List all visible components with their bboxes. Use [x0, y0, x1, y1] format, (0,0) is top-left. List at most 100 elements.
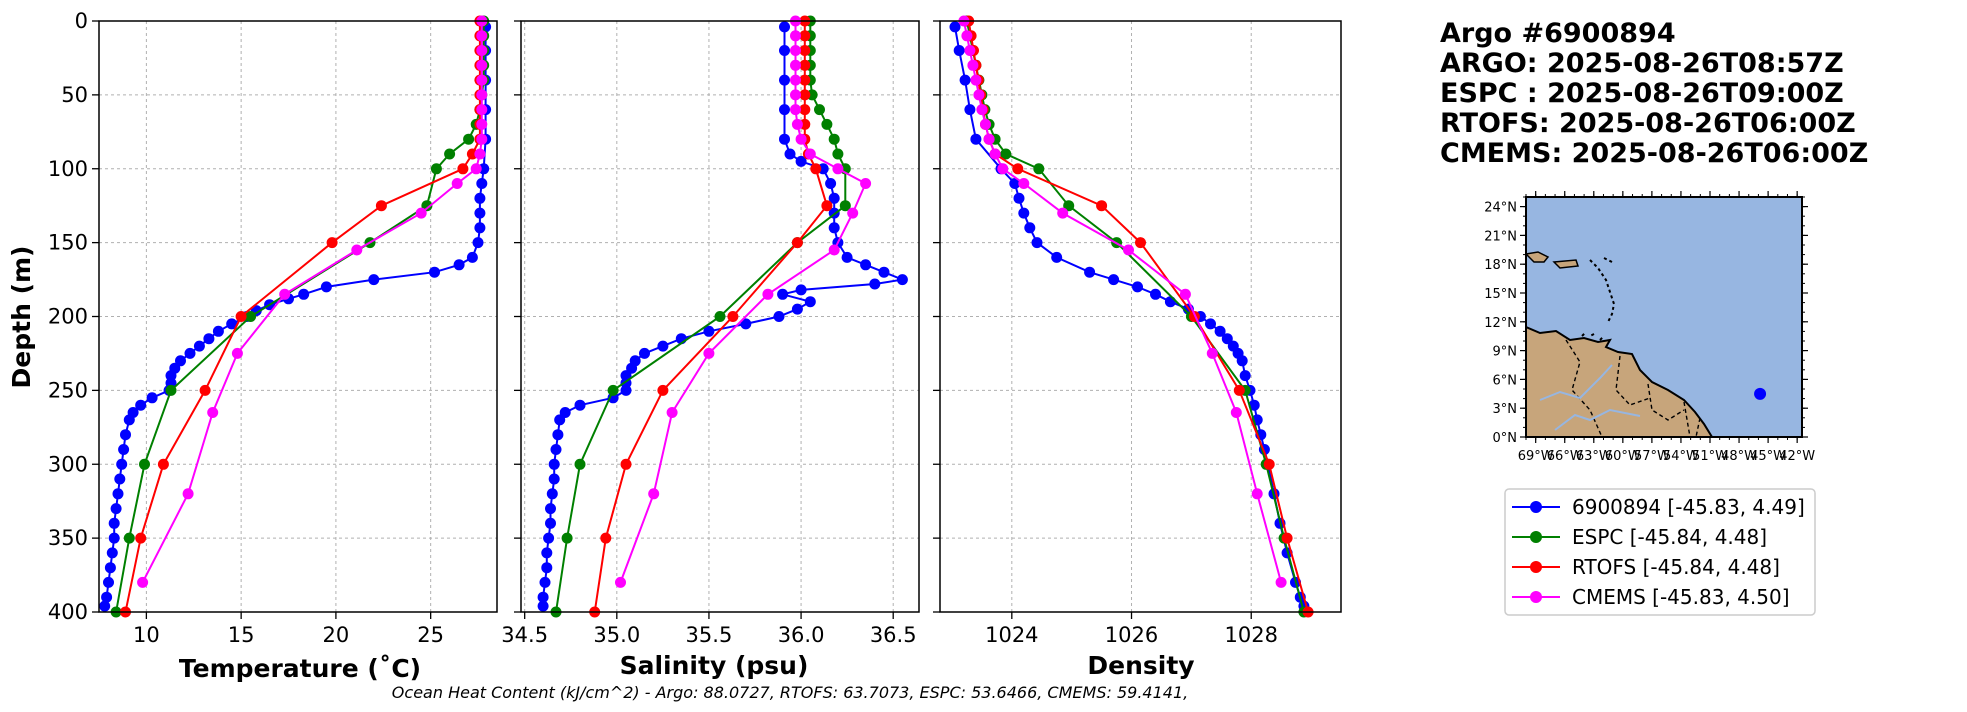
salinity-xtick-label: 34.5 — [501, 623, 548, 647]
title-argo-id: Argo #6900894 — [1440, 18, 1676, 49]
temperature-argo-point — [466, 251, 478, 263]
density-argo-point — [1084, 266, 1096, 278]
temperature-cmems-point — [182, 488, 194, 500]
salinity-argo-point — [828, 192, 840, 204]
temperature-cmems-point — [137, 576, 149, 588]
temperature-argo-point — [108, 517, 120, 529]
salinity-cmems-point — [860, 178, 872, 189]
depth-tick-label: 350 — [48, 526, 88, 550]
density-xtick-label: 1028 — [1224, 623, 1277, 647]
temperature-rtofs-point — [157, 458, 169, 470]
temperature-cmems-point — [476, 59, 488, 71]
temperature-cmems-point — [476, 104, 488, 116]
legend-label: ESPC [-45.84, 4.48] — [1572, 525, 1767, 549]
temperature-cmems-point — [476, 45, 488, 56]
salinity-espc-point — [714, 311, 726, 322]
map-lon-label: 54°W — [1663, 449, 1699, 464]
map-lat-label: 24°N — [1484, 201, 1517, 216]
salinity-cmems-point — [790, 45, 801, 56]
map-lon-label: 48°W — [1721, 449, 1757, 464]
map-frame — [1525, 196, 1803, 438]
map-lat-label: 21°N — [1484, 229, 1517, 244]
legend-marker — [1530, 561, 1542, 573]
salinity-rtofs-point — [821, 200, 833, 212]
salinity-cmems-point — [648, 488, 660, 500]
temperature-espc-point — [463, 133, 475, 145]
temperature-cmems-point — [470, 163, 482, 175]
density-cmems-point — [1206, 347, 1218, 359]
map-lon-label: 57°W — [1634, 449, 1670, 464]
salinity-argo-point — [779, 133, 790, 145]
temperature-cmems-point — [231, 347, 243, 359]
density-argo-point — [949, 21, 961, 33]
temperature-argo-point — [103, 576, 114, 588]
salinity-argo-point — [740, 318, 752, 330]
density-rtofs-point — [1233, 384, 1245, 396]
density-argo-point — [1132, 281, 1143, 293]
temperature-rtofs-point — [135, 532, 147, 544]
legend-marker — [1530, 591, 1542, 603]
density-xlabel: Density — [1087, 651, 1194, 680]
map-lat-label: 6°N — [1493, 373, 1518, 388]
density-cmems-point — [1251, 488, 1263, 500]
legend-marker — [1530, 531, 1542, 543]
temperature-argo-point — [474, 192, 486, 204]
salinity-argo-point — [541, 547, 553, 559]
map-lat-label: 9°N — [1493, 345, 1518, 360]
temperature-argo-point — [114, 473, 126, 485]
salinity-argo-point — [777, 288, 789, 300]
temperature-argo-point — [298, 288, 310, 300]
temperature-argo-point — [474, 207, 486, 219]
map-ticks: 69°W66°W63°W60°W57°W54°W51°W48°W45°W42°W… — [1484, 191, 1815, 464]
salinity-argo-point — [657, 340, 669, 352]
density-panel: 1024 1026 1028 — [933, 15, 1342, 647]
density-argo-point — [1150, 288, 1161, 300]
temperature-espc-point — [421, 200, 433, 212]
density-cmems-point — [973, 89, 985, 101]
temperature-rtofs-point — [457, 163, 469, 175]
temperature-argo-point — [108, 532, 120, 544]
temperature-argo-point — [175, 355, 186, 367]
salinity-cmems-point — [762, 288, 774, 300]
temperature-argo-point — [135, 399, 147, 411]
map-lesser-antilles — [1581, 257, 1616, 341]
density-cmems-point — [970, 74, 982, 86]
salinity-argo-point — [546, 488, 558, 500]
salinity-cmems-point — [790, 30, 801, 42]
density-cmems-point — [980, 118, 991, 130]
temperature-argo-point — [146, 392, 158, 404]
density-argo-point — [1164, 296, 1176, 308]
temperature-rtofs-point — [326, 237, 338, 249]
temperature-cmems-point — [476, 118, 488, 130]
map-rivers — [1539, 364, 1641, 431]
temperature-argo-point — [472, 237, 484, 249]
salinity-cmems-point — [703, 347, 715, 359]
temperature-rtofs-point — [199, 384, 211, 396]
title-argo-time: ARGO: 2025-08-26T08:57Z — [1440, 48, 1844, 79]
salinity-cmems-point — [804, 148, 816, 160]
salinity-argo-point — [784, 148, 796, 160]
salinity-xtick-label: 35.5 — [686, 623, 733, 647]
temperature-cmems-point — [476, 74, 488, 86]
salinity-espc-point — [814, 104, 825, 116]
temperature-cmems-point — [279, 288, 291, 300]
temperature-argo-point — [226, 318, 238, 330]
density-argo-point — [1031, 237, 1043, 249]
temperature-cmems-point — [351, 244, 363, 256]
density-argo-point — [953, 45, 965, 56]
map-lat-label: 15°N — [1484, 287, 1517, 302]
temperature-argo-point — [123, 414, 135, 426]
depth-ylabel: Depth (m) — [7, 246, 36, 389]
depth-tick-label: 0 — [75, 9, 88, 33]
temperature-cmems-point — [476, 89, 488, 101]
temperature-argo-point — [368, 274, 380, 286]
density-argo-point — [1205, 318, 1216, 330]
density-rtofs-point — [1012, 163, 1024, 175]
salinity-espc-point — [828, 133, 840, 145]
map-lon-label: 66°W — [1547, 449, 1583, 464]
depth-tick-label: 100 — [48, 157, 88, 181]
temperature-argo-point — [476, 178, 488, 189]
density-xtick-label: 1026 — [1105, 623, 1158, 647]
temperature-argo-point — [429, 266, 440, 278]
salinity-argo-point — [860, 259, 872, 271]
